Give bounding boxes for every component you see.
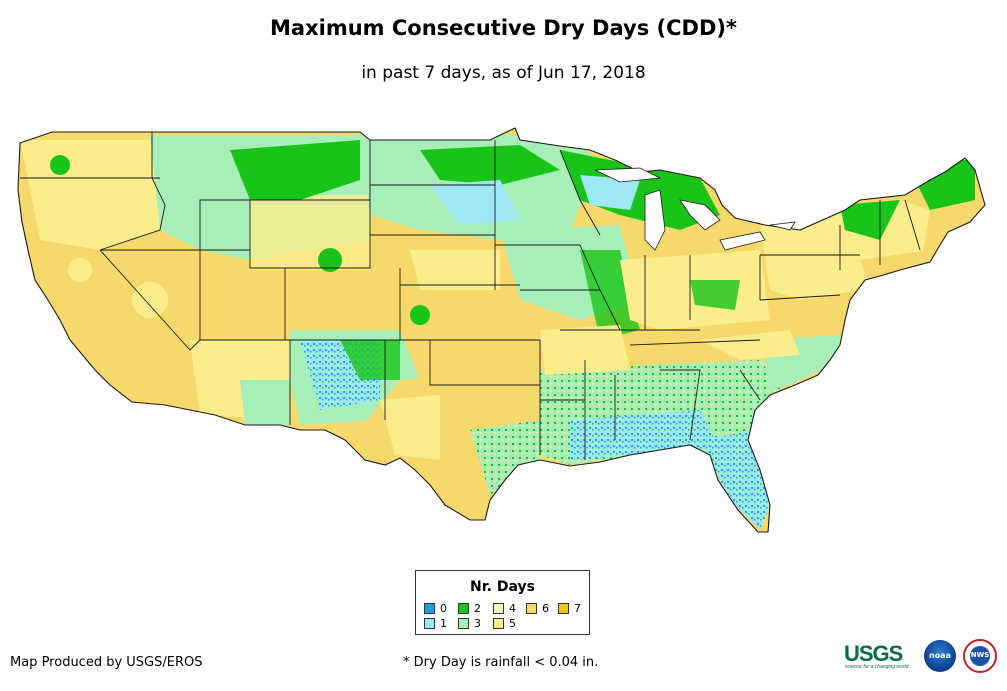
legend-swatch-1: [424, 618, 435, 629]
producer-credit: Map Produced by USGS/EROS: [10, 655, 203, 670]
legend-label-7: 7: [574, 602, 581, 615]
legend-label-6: 6: [542, 602, 549, 615]
legend-label-0: 0: [440, 602, 447, 615]
rainfall-field: [18, 128, 985, 532]
noaa-logo-text: noaa: [929, 651, 951, 660]
legend-title: Nr. Days: [470, 579, 535, 595]
legend: Nr. Days 0 1 2 3 4 5 6 7: [415, 570, 590, 635]
legend-swatch-5: [493, 618, 504, 629]
nws-logo: NWS: [963, 639, 997, 673]
great-lakes: [594, 167, 796, 251]
map-subtitle: in past 7 days, as of Jun 17, 2018: [361, 63, 646, 83]
legend-label-5: 5: [509, 617, 516, 630]
usgs-logo: USGS: [844, 641, 903, 666]
legend-swatch-6: [526, 603, 537, 614]
legend-label-3: 3: [474, 617, 481, 630]
state-boundaries: [20, 132, 921, 460]
legend-label-2: 2: [474, 602, 481, 615]
map-title: Maximum Consecutive Dry Days (CDD)*: [270, 16, 737, 40]
legend-swatch-4: [493, 603, 504, 614]
dry-day-footnote: * Dry Day is rainfall < 0.04 in.: [403, 655, 599, 670]
legend-label-1: 1: [440, 617, 447, 630]
legend-swatch-3: [458, 618, 469, 629]
legend-swatch-0: [424, 603, 435, 614]
legend-label-4: 4: [509, 602, 516, 615]
nws-logo-text: NWS: [970, 651, 990, 659]
legend-swatch-2: [458, 603, 469, 614]
legend-swatch-7: [558, 603, 569, 614]
usgs-tagline: science for a changing world: [845, 664, 909, 670]
noaa-logo: noaa: [924, 640, 956, 672]
